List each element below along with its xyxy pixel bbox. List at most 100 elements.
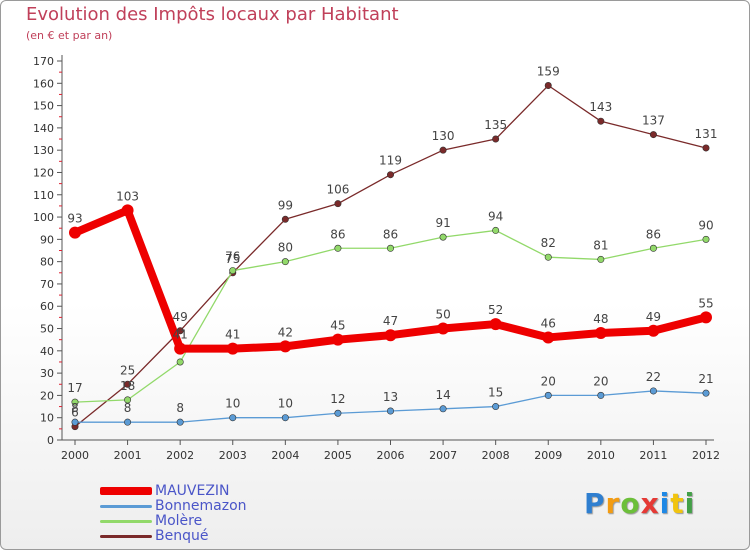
data-point	[71, 398, 79, 406]
data-point	[281, 414, 289, 422]
data-point	[492, 226, 500, 234]
data-label: 8	[124, 401, 132, 415]
data-label: 103	[116, 189, 139, 203]
data-label: 130	[432, 129, 455, 143]
data-point	[542, 331, 555, 344]
data-label: 86	[646, 227, 661, 241]
y-tick-label: 60	[40, 300, 54, 313]
data-point	[492, 403, 500, 411]
data-point	[439, 405, 447, 413]
data-label: 93	[67, 212, 82, 226]
data-label: 25	[120, 363, 135, 377]
y-tick-label: 30	[40, 367, 54, 380]
data-label: 135	[484, 118, 507, 132]
data-point	[647, 324, 660, 337]
data-label: 8	[176, 401, 184, 415]
data-point	[597, 117, 605, 125]
x-tick-label: 2011	[639, 449, 667, 462]
data-point	[437, 322, 450, 335]
x-tick-label: 2000	[61, 449, 89, 462]
y-tick-label: 70	[40, 278, 54, 291]
data-label: 90	[698, 218, 713, 232]
data-point	[649, 387, 657, 395]
y-tick-label: 20	[40, 389, 54, 402]
proxiti-logo: Proxiti	[584, 487, 695, 520]
legend-label: Bonnemazon	[155, 498, 247, 514]
data-label: 20	[593, 374, 608, 388]
logo-letter: i	[684, 487, 696, 520]
data-label: 13	[383, 390, 398, 404]
x-tick-label: 2005	[324, 449, 352, 462]
logo-letter: o	[620, 487, 641, 520]
data-point	[594, 326, 607, 339]
legend-label: Benqué	[155, 528, 209, 544]
data-point	[124, 396, 132, 404]
data-label: 15	[488, 386, 503, 400]
legend-swatch	[100, 520, 152, 523]
data-label: 20	[541, 374, 556, 388]
data-point	[544, 391, 552, 399]
data-point	[124, 418, 132, 426]
legend-item: MAUVEZIN	[100, 484, 360, 499]
data-label: 10	[225, 397, 240, 411]
x-tick-label: 2003	[219, 449, 247, 462]
chart-subtitle: (en € et par an)	[26, 29, 113, 42]
data-point	[597, 391, 605, 399]
data-label: 12	[330, 392, 345, 406]
data-point	[492, 135, 500, 143]
data-point	[334, 200, 342, 208]
legend-swatch	[100, 535, 152, 538]
x-tick-label: 2007	[429, 449, 457, 462]
data-point	[702, 144, 710, 152]
data-label: 41	[173, 328, 188, 342]
data-point	[702, 389, 710, 397]
data-label: 49	[173, 310, 188, 324]
data-label: 48	[593, 312, 608, 326]
logo-letter: t	[670, 487, 685, 520]
data-label: 22	[646, 370, 661, 384]
data-label: 46	[541, 316, 556, 330]
y-tick-label: 120	[33, 166, 54, 179]
x-tick-label: 2012	[692, 449, 720, 462]
data-point	[229, 267, 237, 275]
data-point	[334, 244, 342, 252]
data-label: 6	[71, 406, 79, 420]
data-label: 18	[120, 379, 135, 393]
data-label: 41	[225, 328, 240, 342]
data-point	[386, 407, 394, 415]
data-point	[384, 329, 397, 342]
x-tick-label: 2008	[482, 449, 510, 462]
y-tick-label: 40	[40, 345, 54, 358]
data-label: 52	[488, 303, 503, 317]
data-point	[700, 311, 712, 324]
logo-letter: r	[605, 487, 621, 520]
data-label: 45	[330, 319, 345, 333]
legend-swatch	[100, 505, 152, 508]
data-point	[176, 358, 184, 366]
data-label: 99	[278, 198, 293, 212]
data-label: 47	[383, 314, 398, 328]
y-tick-label: 80	[40, 256, 54, 269]
data-point	[386, 244, 394, 252]
y-tick-label: 50	[40, 323, 54, 336]
chart-title: Evolution des Impôts locaux par Habitant	[26, 4, 399, 25]
data-point	[649, 244, 657, 252]
logo-letter: x	[640, 487, 660, 520]
y-tick-label: 130	[33, 144, 54, 157]
data-point	[121, 204, 134, 217]
data-point	[69, 226, 81, 239]
data-point	[281, 258, 289, 266]
x-tick-label: 2002	[166, 449, 194, 462]
x-tick-label: 2006	[377, 449, 405, 462]
data-point	[176, 418, 184, 426]
data-point	[174, 342, 187, 355]
x-tick-label: 2001	[114, 449, 142, 462]
data-point	[279, 340, 292, 353]
data-label: 86	[330, 227, 345, 241]
data-label: 86	[383, 227, 398, 241]
data-point	[124, 380, 132, 388]
series-line	[74, 84, 707, 428]
data-label: 49	[646, 310, 661, 324]
